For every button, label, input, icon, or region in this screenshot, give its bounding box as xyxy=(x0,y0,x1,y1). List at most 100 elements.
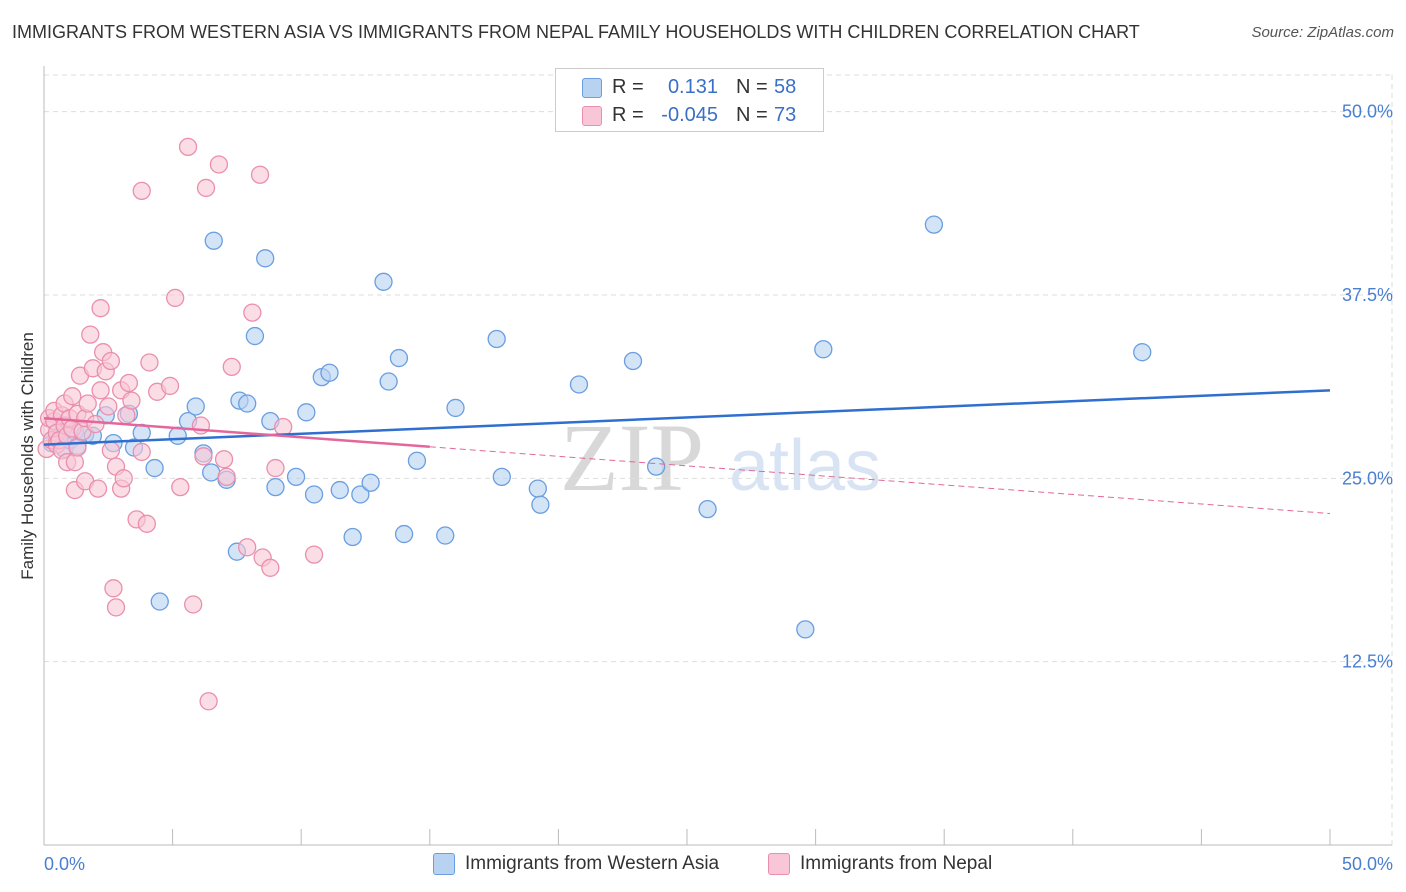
point-nepal xyxy=(217,467,236,487)
point-nepal xyxy=(222,357,241,377)
point-nepal xyxy=(119,373,139,393)
legend-swatch-blue xyxy=(433,853,455,875)
point-nepal xyxy=(122,391,141,410)
point-nepal xyxy=(101,441,121,460)
point-western-asia xyxy=(320,363,339,382)
point-western-asia xyxy=(304,485,324,504)
source-credit: Source: ZipAtlas.com xyxy=(1251,24,1394,41)
x-tick-label: 0.0% xyxy=(44,854,85,874)
point-nepal xyxy=(160,376,180,396)
trend-line-western-asia xyxy=(43,389,1331,446)
point-nepal xyxy=(214,450,234,469)
data-points xyxy=(37,137,1152,711)
point-western-asia xyxy=(297,403,316,422)
gridlines xyxy=(44,74,1393,845)
legend-swatch-pink xyxy=(768,853,790,875)
legend-n-value: 58 xyxy=(774,76,797,98)
point-nepal xyxy=(101,351,121,371)
point-nepal xyxy=(132,181,151,201)
point-western-asia xyxy=(1133,343,1152,362)
legend-r-label: R = xyxy=(612,76,644,98)
point-nepal xyxy=(178,137,198,157)
point-western-asia xyxy=(407,451,427,470)
point-nepal xyxy=(274,417,293,437)
point-western-asia xyxy=(924,215,944,234)
y-tick-label: 37.5% xyxy=(1342,285,1393,305)
legend-r-value: 0.131 xyxy=(667,76,718,98)
point-western-asia xyxy=(145,458,164,478)
legend-r-label: R = xyxy=(612,104,644,126)
point-nepal xyxy=(304,545,324,564)
point-nepal xyxy=(78,394,97,413)
y-tick-label: 12.5% xyxy=(1342,652,1393,672)
legend-n-label: N = xyxy=(736,104,768,126)
point-western-asia xyxy=(623,351,643,371)
trend-lines xyxy=(43,389,1331,515)
trend-line-nepal-extension xyxy=(429,446,1331,515)
point-western-asia xyxy=(351,485,370,504)
point-nepal xyxy=(114,469,133,488)
point-western-asia xyxy=(204,231,223,250)
point-nepal xyxy=(99,397,118,416)
point-nepal xyxy=(194,447,213,466)
correlation-legend: R = 0.131 N = 58 R = -0.045 N = 73 xyxy=(555,68,824,132)
point-nepal xyxy=(63,387,82,406)
point-western-asia xyxy=(394,524,414,544)
point-western-asia xyxy=(361,473,380,492)
point-western-asia xyxy=(698,499,717,519)
point-western-asia xyxy=(238,394,257,413)
axes xyxy=(43,66,1392,846)
point-western-asia xyxy=(492,467,511,487)
legend-r-value: -0.045 xyxy=(661,104,718,126)
legend-n-label: N = xyxy=(736,76,768,98)
watermark-atlas: atlas xyxy=(729,426,881,506)
point-nepal xyxy=(88,479,108,498)
point-nepal xyxy=(132,442,151,462)
point-nepal xyxy=(86,414,105,434)
point-western-asia xyxy=(436,526,455,545)
point-western-asia xyxy=(186,397,205,416)
point-western-asia xyxy=(814,340,833,359)
point-western-asia xyxy=(374,272,393,291)
point-nepal xyxy=(137,514,157,533)
legend-row-nepal: R = -0.045 N = 73 xyxy=(556,101,823,129)
x-tick-label: 50.0% xyxy=(1342,854,1393,874)
legend-label-western-asia: Immigrants from Western Asia xyxy=(465,853,720,874)
point-western-asia xyxy=(646,457,666,476)
series-legend: Immigrants from Western Asia Immigrants … xyxy=(0,852,1406,878)
point-nepal xyxy=(171,477,190,497)
point-nepal xyxy=(91,381,110,400)
point-nepal xyxy=(261,558,280,577)
point-nepal xyxy=(238,538,257,557)
point-western-asia xyxy=(343,527,362,547)
point-nepal xyxy=(199,692,218,711)
point-western-asia xyxy=(528,479,547,498)
point-western-asia xyxy=(245,326,265,346)
point-western-asia xyxy=(446,398,465,418)
point-nepal xyxy=(266,458,285,478)
legend-n-value: 73 xyxy=(774,104,797,126)
point-nepal xyxy=(68,438,87,457)
point-western-asia xyxy=(796,620,815,639)
point-western-asia xyxy=(330,480,349,500)
point-nepal xyxy=(166,288,185,308)
point-nepal xyxy=(250,165,270,184)
legend-row-western-asia: R = 0.131 N = 58 xyxy=(556,73,823,101)
point-western-asia xyxy=(379,372,398,391)
point-nepal xyxy=(140,353,159,372)
point-western-asia xyxy=(389,348,409,368)
trend-line-nepal xyxy=(43,416,430,449)
point-nepal xyxy=(104,579,123,598)
y-tick-label: 25.0% xyxy=(1342,468,1393,488)
point-nepal xyxy=(209,155,229,174)
point-nepal xyxy=(106,598,126,617)
legend-swatch-blue xyxy=(582,78,602,98)
point-nepal xyxy=(243,303,262,322)
tick-labels: 12.5% 25.0% 37.5% 50.0% 0.0% 50.0% xyxy=(44,102,1393,874)
point-western-asia xyxy=(266,477,285,497)
legend-swatch-pink xyxy=(582,106,602,126)
point-western-asia xyxy=(202,463,221,482)
legend-label-nepal: Immigrants from Nepal xyxy=(800,853,993,874)
point-nepal xyxy=(81,325,100,344)
point-western-asia xyxy=(487,329,506,349)
